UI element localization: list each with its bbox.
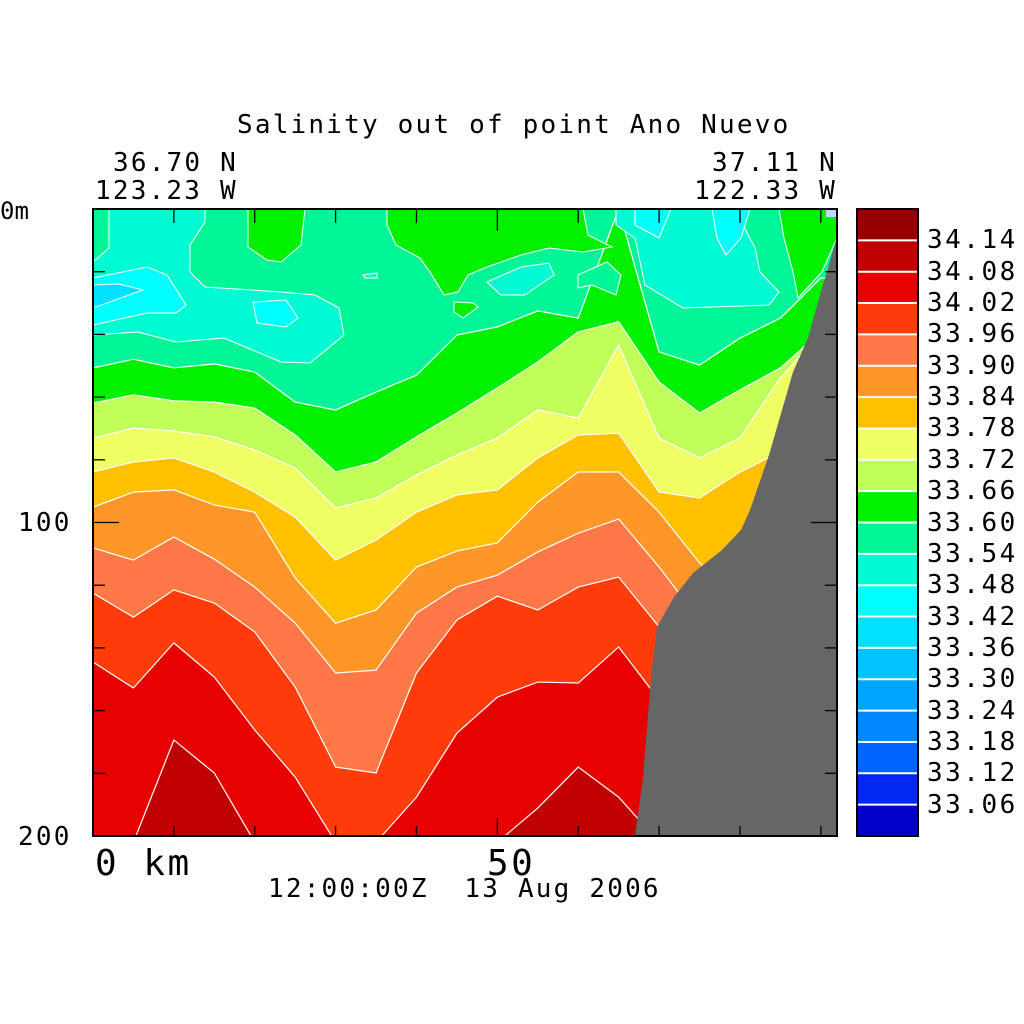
colorbar-swatch [857, 271, 918, 304]
colorbar-label: 33.72 [927, 444, 1018, 475]
colorbar-label: 33.96 [927, 319, 1018, 350]
colorbar-label: 33.48 [927, 570, 1018, 601]
green-patch-top-center [386, 209, 614, 296]
colorbar-label: 33.36 [927, 632, 1018, 663]
colorbar-label: 33.54 [927, 538, 1018, 569]
contour-line-34.08 [135, 739, 655, 836]
contour-line-33.72 [93, 331, 837, 509]
land-bathymetry [635, 236, 837, 836]
axis-ticks [93, 209, 837, 836]
colorbar-label: 33.30 [927, 664, 1018, 695]
colorbar-swatch [857, 585, 918, 618]
colorbar-swatch [857, 397, 918, 429]
colorbar-swatch [857, 303, 918, 335]
colorbar-label: 34.08 [927, 256, 1018, 287]
colorbar-label: 33.18 [927, 726, 1018, 757]
green-patch-top-left [247, 209, 306, 263]
x-tick-label-50: 50 [487, 843, 536, 884]
green-patch-small [453, 301, 479, 319]
colorbar-swatch [857, 804, 918, 837]
start-longitude: 123.23 W [95, 176, 238, 206]
colorbar-swatch [857, 522, 918, 555]
colorbar-label: 34.14 [927, 225, 1018, 256]
colorbar-swatch [857, 647, 918, 680]
colorbar-swatch [857, 553, 918, 586]
colorbar-swatch [857, 209, 918, 241]
green-patch-top-right [778, 209, 837, 300]
colorbar-swatch [857, 773, 918, 806]
colorbar-swatch [857, 365, 918, 398]
colorbar-label: 33.12 [927, 758, 1018, 789]
colorbar-swatch [857, 491, 918, 523]
contour-line-33.66 [93, 321, 837, 473]
end-longitude: 122.33 W [694, 176, 837, 206]
cyan-patch-center [252, 299, 299, 328]
colorbar-label: 33.66 [927, 476, 1018, 507]
colorbar-label: 33.24 [927, 695, 1018, 726]
light-blue-patch-left [93, 283, 145, 309]
contour-bands [93, 209, 837, 836]
end-latitude: 37.11 N [712, 148, 837, 178]
colorbar-swatch [857, 240, 918, 273]
start-latitude: 36.70 N [113, 148, 238, 178]
turquoise-dot [362, 272, 378, 279]
cyan-patch-right-1 [634, 209, 672, 239]
y-tick-label-0: 0m [0, 197, 29, 225]
cyan-patch-left [93, 266, 187, 326]
colorbar-label: 33.84 [927, 382, 1018, 413]
chart-title: Salinity out of point Ano Nuevo [237, 110, 791, 140]
x-tick-label-0-km: 0 km [95, 843, 192, 884]
contour-band-34.08 [135, 740, 654, 836]
contour-line-33.78 [93, 432, 837, 561]
y-tick-label-200: 200 [18, 822, 72, 852]
colorbar-swatch [857, 334, 918, 367]
timestamp: 12:00:00Z 13 Aug 2006 [268, 874, 661, 904]
teal-lobe-right [577, 261, 622, 296]
colorbar-swatch [857, 710, 918, 743]
colorbar-label: 33.42 [927, 601, 1018, 632]
colorbar-swatch [857, 679, 918, 712]
colorbar-swatch [857, 741, 918, 774]
turquoise-lobe-center [486, 262, 555, 296]
colorbar-swatch [857, 459, 918, 492]
surface-patches [93, 209, 837, 364]
colorbar-frame [856, 208, 919, 837]
colorbar-label: 33.06 [927, 789, 1018, 820]
colorbar-label: 33.78 [927, 413, 1018, 444]
colorbar-label: 33.90 [927, 350, 1018, 381]
colorbar-label: 33.60 [927, 507, 1018, 538]
colorbar-swatch [857, 428, 918, 461]
contour-line-33.60 [93, 209, 837, 411]
y-tick-label-100: 100 [18, 508, 72, 538]
colorbar-swatch [857, 616, 918, 649]
land-corner-patch [826, 209, 837, 217]
colorbar-label: 34.02 [927, 288, 1018, 319]
colorbar [857, 209, 918, 837]
